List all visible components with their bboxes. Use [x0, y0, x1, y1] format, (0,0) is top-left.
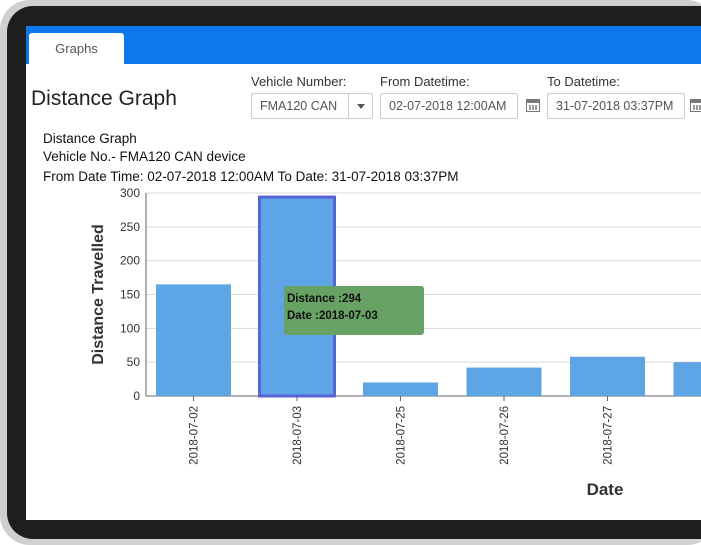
x-tick-label: 2018-07-25 [396, 406, 408, 465]
from-datetime-input[interactable]: 02-07-2018 12:00AM [380, 93, 518, 119]
tooltip-date: Date :2018-07-03 [287, 310, 378, 322]
y-tick-label: 200 [120, 254, 140, 268]
chart-info-vehicle: Vehicle No.- FMA120 CAN device [43, 149, 246, 164]
from-calendar-icon[interactable] [526, 99, 540, 112]
x-tick-label: 2018-07-03 [292, 406, 304, 465]
app-screen: Graphs Distance Graph Vehicle Number: FM… [26, 26, 701, 520]
y-tick-label: 150 [120, 288, 140, 302]
y-tick-label: 100 [120, 321, 140, 335]
distance-chart: 0 50 100 150 200 250 300 2018-07-02 2018-07-03 20… [90, 186, 701, 499]
x-axis-label: Date [587, 480, 624, 499]
from-datetime-label: From Datetime: [380, 74, 470, 89]
vehicle-number-select[interactable]: FMA120 CAN [251, 93, 373, 119]
vehicle-number-label: Vehicle Number: [251, 74, 347, 89]
to-datetime-input[interactable]: 31-07-2018 03:37PM [547, 93, 685, 119]
tab-bar: Graphs [26, 26, 701, 64]
chevron-down-icon[interactable] [348, 93, 372, 119]
vehicle-number-value: FMA120 CAN [260, 99, 338, 113]
page-title: Distance Graph [31, 87, 177, 110]
to-calendar-icon[interactable] [690, 99, 701, 112]
y-tick-label: 0 [133, 389, 140, 403]
y-tick-label: 250 [120, 220, 140, 234]
x-tick-label: 2018-07-26 [499, 406, 511, 465]
chart-bar[interactable] [466, 367, 542, 396]
tooltip [284, 286, 424, 335]
from-datetime-value: 02-07-2018 12:00AM [389, 99, 507, 113]
chart-bar[interactable] [363, 382, 438, 396]
chart-bar[interactable] [156, 284, 231, 396]
tab-graphs[interactable]: Graphs [29, 33, 124, 64]
y-axis-label: Distance Travelled [90, 224, 107, 365]
chart-info-title: Distance Graph [43, 131, 137, 146]
chart-info-range: From Date Time: 02-07-2018 12:00AM To Da… [43, 169, 459, 184]
x-tick-label: 2018-07-27 [603, 406, 615, 465]
chart-bar[interactable] [673, 362, 701, 396]
x-tick-label: 2018-07-02 [189, 406, 201, 465]
y-tick-label: 50 [127, 355, 141, 369]
to-datetime-value: 31-07-2018 03:37PM [556, 99, 674, 113]
to-datetime-label: To Datetime: [547, 74, 620, 89]
tooltip-distance: Distance :294 [287, 293, 362, 305]
chart-bar[interactable] [570, 356, 645, 396]
y-tick-label: 300 [120, 186, 140, 200]
